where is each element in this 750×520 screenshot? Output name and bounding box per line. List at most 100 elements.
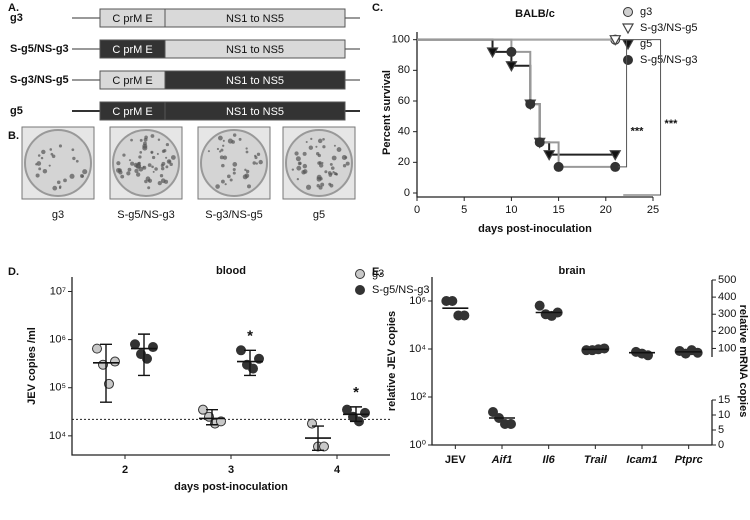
plaque: [151, 155, 156, 160]
genome-segment: [164, 70, 346, 90]
plaque: [128, 159, 132, 162]
plaque: [245, 150, 249, 154]
y-tick-label: 10⁰: [409, 439, 426, 451]
plaque: [305, 184, 312, 190]
y2-tick-label: 100: [718, 342, 736, 354]
plaque: [216, 147, 220, 151]
x-tick-label: Aif1: [491, 454, 513, 466]
plaque: [142, 166, 145, 169]
data-point: [459, 310, 470, 321]
data-point: [599, 343, 610, 354]
plaque: [256, 152, 261, 157]
data-point: [130, 339, 140, 350]
y-axis-label: Percent survival: [381, 70, 393, 155]
y-axis-label: relative JEV copies: [386, 311, 398, 411]
y2-tick-label: 0: [718, 439, 724, 451]
legend-marker: [355, 269, 365, 279]
plaque: [41, 149, 46, 155]
axis: [71, 277, 390, 456]
plaque: [232, 167, 236, 172]
error-bar: [350, 406, 362, 423]
x-tick-label: 15: [552, 204, 564, 216]
plaque: [147, 179, 151, 182]
plaque: [221, 179, 225, 184]
legend-label: g3: [372, 268, 384, 280]
significance-bracket: [618, 39, 628, 168]
y2-tick-label: 15: [718, 394, 730, 406]
plaque: [345, 161, 350, 166]
plaque: [127, 167, 132, 172]
y-tick-label: 10⁶: [409, 295, 426, 307]
plaque: [232, 162, 238, 167]
plaque: [330, 166, 335, 170]
error-bar: [100, 343, 112, 403]
plaque: [165, 142, 170, 147]
survival-line: [417, 38, 616, 168]
survival-point: [505, 61, 518, 72]
plaque: [130, 138, 133, 142]
x-axis-label: days post-inoculation: [174, 481, 288, 493]
construct-name: S-g3/NS-g5: [10, 74, 69, 86]
plaque: [120, 174, 125, 179]
plaque: [329, 162, 333, 166]
panel-label: E.: [372, 266, 382, 278]
plaque: [222, 144, 225, 147]
y-tick-label: 10²: [410, 391, 426, 403]
x-tick-label: 0: [414, 204, 420, 216]
plaque: [244, 168, 247, 172]
chart-title: brain: [559, 265, 586, 277]
plaque: [56, 180, 61, 185]
plaque: [317, 153, 321, 158]
data-point: [92, 343, 102, 354]
chart-title: blood: [216, 265, 246, 277]
y-tick-label: 10⁴: [409, 343, 426, 355]
plaque: [145, 176, 151, 181]
x-tick-label: Ptprc: [675, 454, 703, 466]
plaque: [71, 148, 75, 152]
plaque: [308, 145, 314, 150]
plaque: [245, 147, 248, 150]
plaque: [42, 168, 48, 174]
plaque: [154, 167, 158, 171]
segment-label: C prM E: [112, 13, 152, 25]
legend-marker: [623, 55, 633, 65]
x-tick-label: 20: [600, 204, 612, 216]
x-tick-label: Icam1: [626, 454, 657, 466]
plaque: [220, 148, 224, 152]
annotation: *: [247, 327, 253, 344]
y-tick-label: 0: [404, 187, 410, 199]
y2-axis-label: relative mRNA copies: [737, 305, 749, 418]
data-point: [506, 419, 516, 429]
plaque: [36, 161, 42, 166]
plaque: [168, 160, 171, 163]
dish-label: g3: [52, 209, 64, 221]
plaque: [135, 172, 141, 177]
plaque: [252, 161, 256, 165]
error-bar: [206, 408, 218, 426]
survival-line: [417, 38, 616, 156]
plaque: [122, 153, 126, 157]
panel-label: A.: [8, 2, 19, 14]
plaque: [321, 161, 324, 165]
plaque: [316, 176, 322, 182]
plaque: [40, 156, 44, 160]
plaque: [152, 170, 155, 173]
legend-label: S-g5/NS-g3: [640, 54, 697, 66]
plaque: [165, 165, 169, 169]
data-point: [692, 347, 703, 358]
panel-label: C.: [372, 2, 383, 14]
annotation: *: [353, 384, 359, 401]
plaque: [157, 181, 162, 186]
dish-label: g5: [313, 209, 325, 221]
panel-label: D.: [8, 266, 19, 278]
plaque: [238, 137, 242, 141]
plaque: [333, 144, 336, 147]
y2-tick-label: 300: [718, 308, 736, 320]
y-axis-label: JEV copies /ml: [26, 327, 38, 405]
plaque: [242, 174, 248, 180]
dish-label: S-g3/NS-g5: [205, 209, 262, 221]
plaque: [222, 139, 225, 142]
plaque: [317, 138, 323, 144]
plaque: [37, 154, 41, 157]
plaque: [318, 163, 324, 168]
